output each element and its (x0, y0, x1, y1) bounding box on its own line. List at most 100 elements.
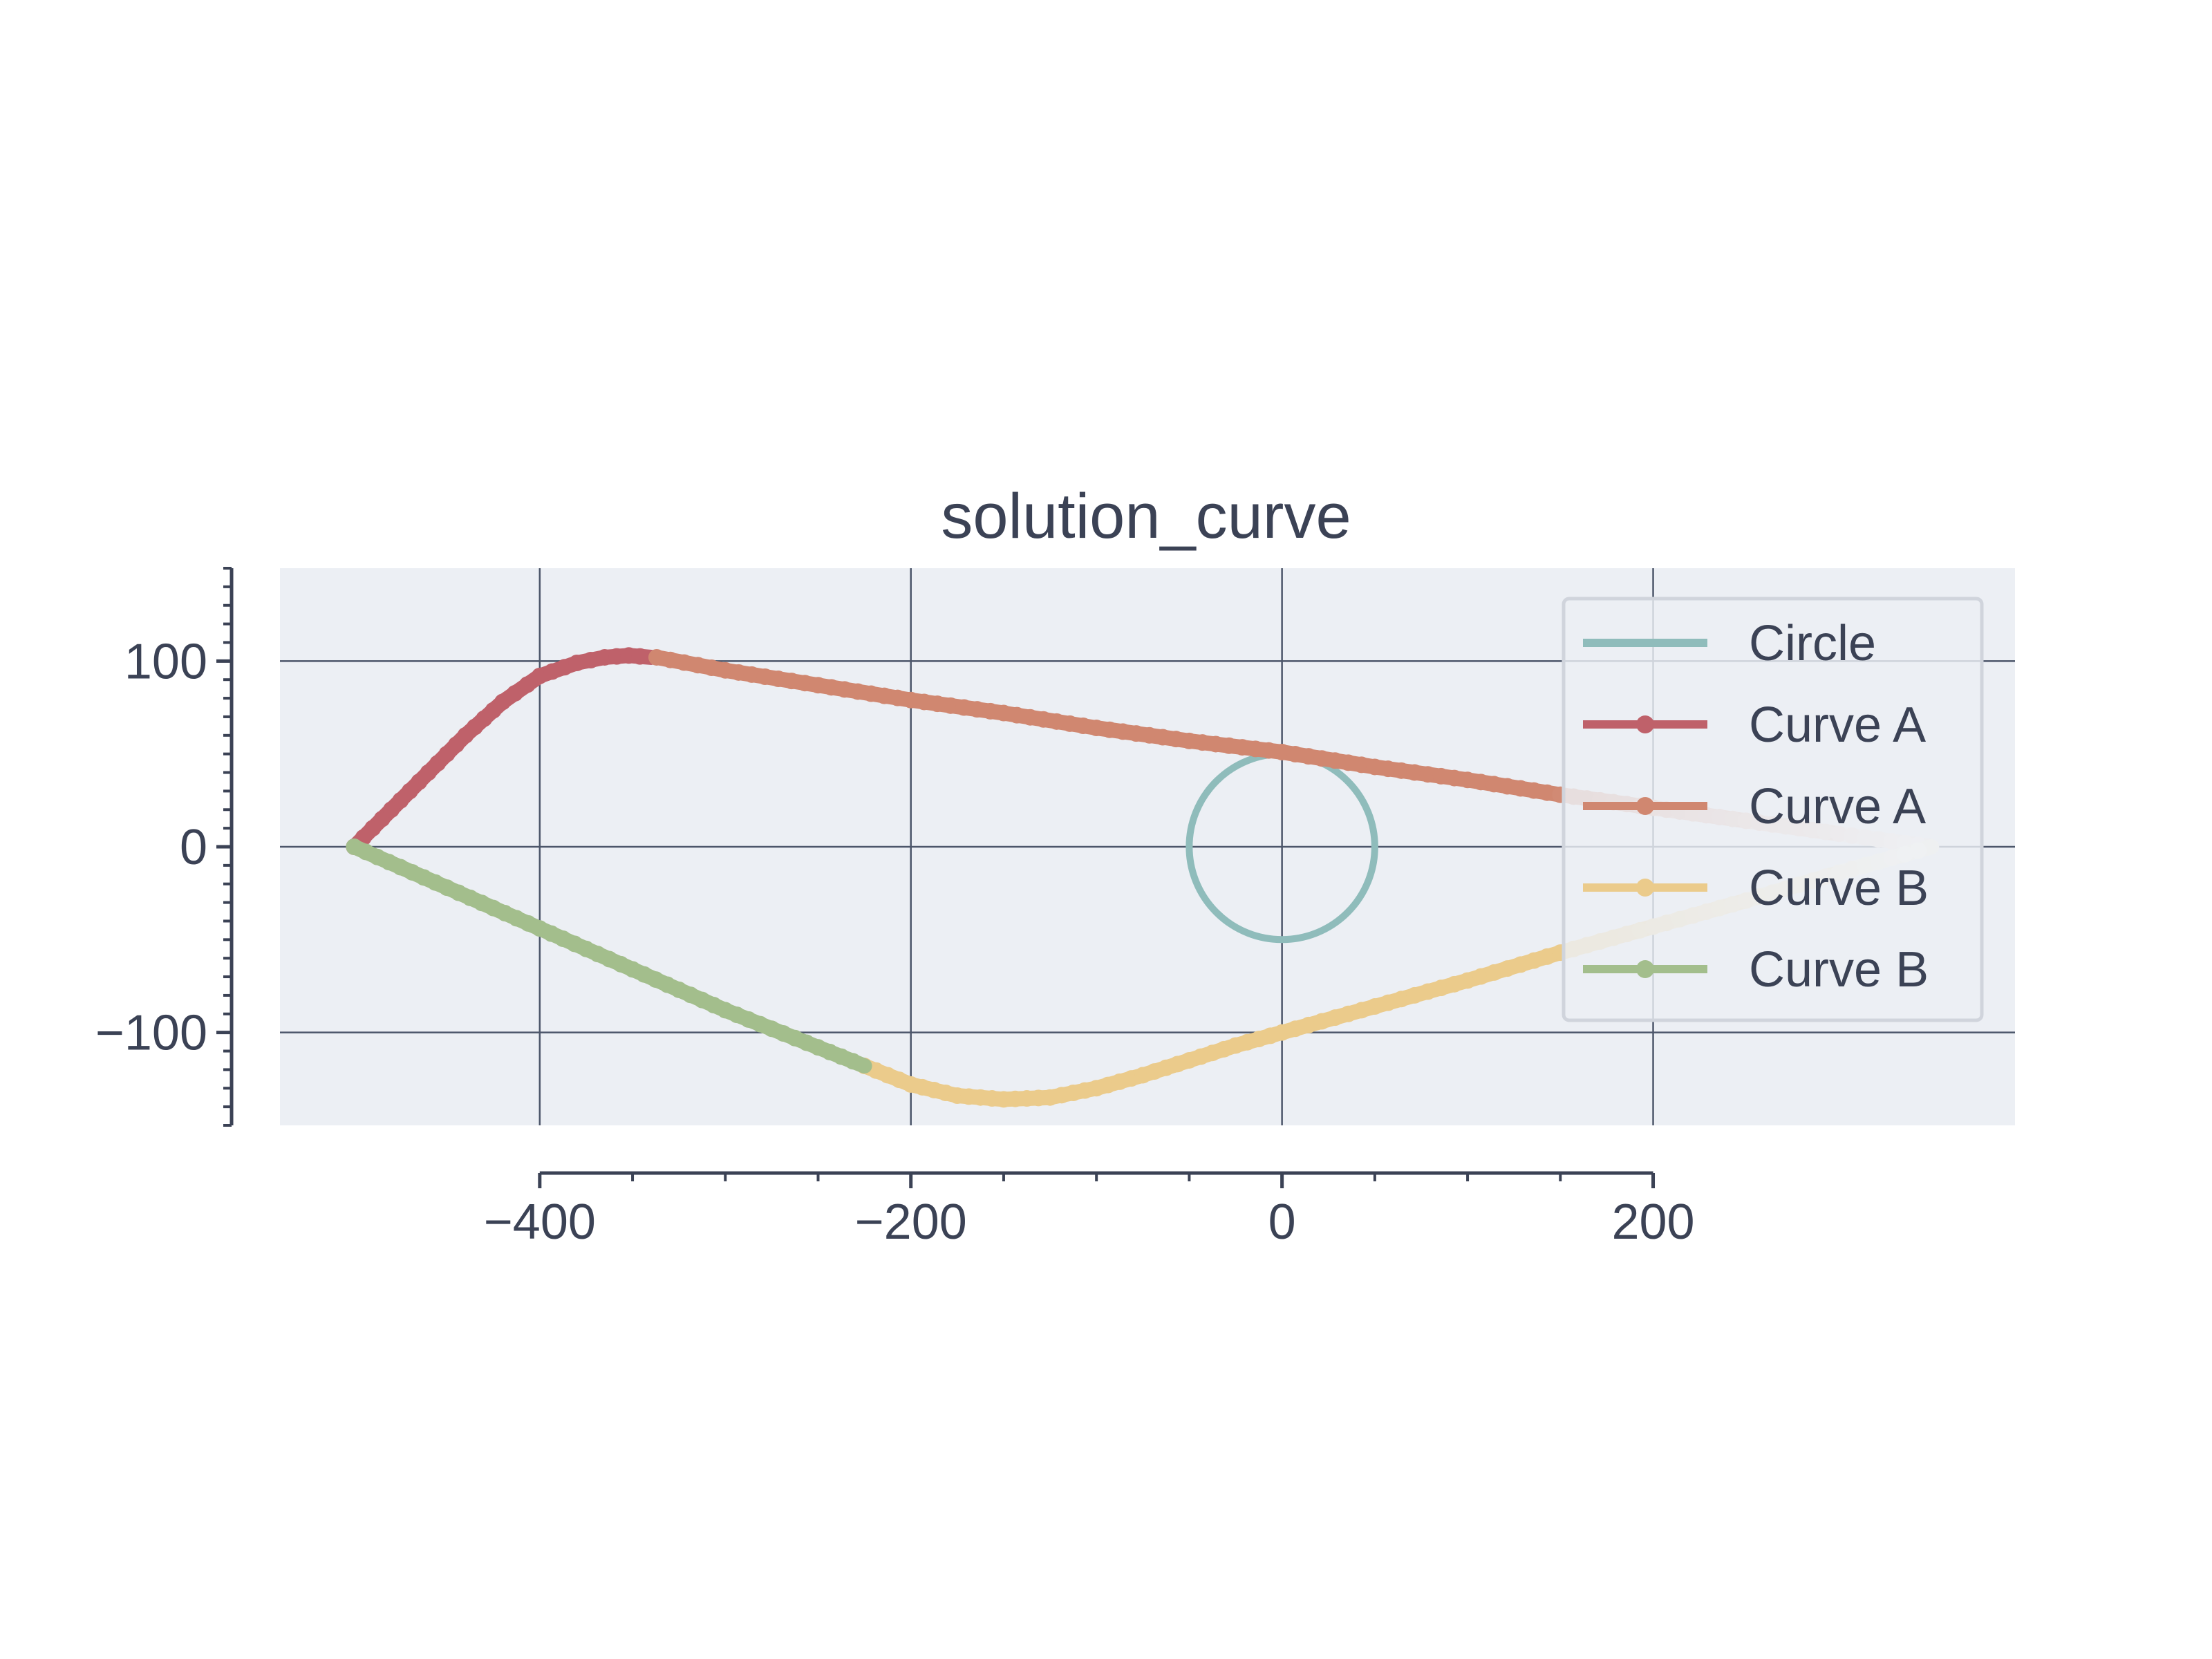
legend-item: Circle (1583, 616, 1876, 671)
series-marker (662, 651, 679, 668)
series-marker (942, 697, 959, 714)
series-marker (1194, 734, 1211, 751)
series-marker (1432, 767, 1450, 785)
series-marker (1234, 739, 1251, 756)
series-marker (1525, 782, 1542, 799)
series-marker (1327, 1009, 1344, 1027)
series-marker (850, 683, 867, 700)
series-marker (717, 662, 734, 679)
series-marker (995, 1091, 1012, 1108)
legend-swatch-marker (1636, 879, 1654, 897)
y-tick-label: 0 (180, 820, 207, 875)
series-marker (1154, 729, 1172, 746)
series-marker (1247, 740, 1264, 758)
series-marker (836, 681, 853, 698)
series-marker (507, 684, 524, 702)
series-marker (1006, 1090, 1024, 1107)
series-marker (703, 659, 720, 677)
legend-label: Curve A (1749, 697, 1926, 753)
legend-swatch-marker (1636, 960, 1654, 978)
series-marker (889, 689, 906, 706)
legend-item: Curve B (1583, 942, 1929, 997)
series-marker (796, 675, 814, 692)
legend-label: Curve B (1749, 861, 1929, 916)
series-marker (769, 671, 787, 688)
series-marker (809, 677, 827, 694)
series-marker (1406, 764, 1423, 781)
series-marker (1445, 975, 1463, 993)
series-marker (1393, 991, 1410, 1008)
series-marker (915, 693, 932, 711)
series-marker (494, 693, 512, 711)
series-marker (1009, 706, 1026, 724)
series-marker (1088, 720, 1105, 737)
legend-label: Curve A (1749, 779, 1926, 834)
series-marker (1539, 948, 1556, 965)
series-marker (1181, 732, 1198, 749)
series-marker (582, 651, 599, 668)
legend-item: Curve A (1583, 697, 1926, 753)
series-marker (902, 691, 919, 709)
series-marker (1340, 1005, 1357, 1022)
series-marker (1141, 727, 1158, 744)
series-marker (1022, 709, 1039, 726)
series-marker (1366, 758, 1383, 776)
series-marker (1419, 766, 1436, 783)
x-tick-label: 0 (1268, 1194, 1296, 1250)
legend: Circle Curve A Curve A Curve B Curve B (1562, 597, 1984, 1022)
series-marker (1445, 769, 1463, 787)
series-marker (783, 673, 800, 690)
series-marker (518, 676, 536, 693)
legend-swatch-marker (1636, 797, 1654, 815)
series-marker (1127, 725, 1145, 742)
legend-item: Curve A (1583, 779, 1926, 834)
series-marker (756, 668, 774, 685)
series-marker (1300, 1016, 1317, 1033)
series-marker (1340, 754, 1357, 771)
series-curve-b-4 (346, 838, 872, 1074)
series-marker (1048, 713, 1065, 730)
legend-label: Circle (1749, 616, 1876, 671)
chart-title: solution_curve (941, 481, 1351, 552)
series-marker (995, 704, 1012, 722)
y-tick-label: 100 (124, 634, 207, 689)
series-marker (1035, 711, 1052, 728)
series-marker (1419, 983, 1436, 1000)
series-marker (929, 695, 946, 713)
series-marker (1499, 778, 1516, 795)
series-marker (1380, 994, 1397, 1011)
series-marker (1018, 1090, 1035, 1107)
series-marker (1075, 717, 1092, 734)
series-marker (1260, 742, 1277, 759)
series-marker (1353, 1002, 1370, 1019)
series-marker (689, 657, 706, 674)
series-marker (844, 1053, 861, 1070)
series-marker (1393, 762, 1410, 779)
series-marker (730, 664, 747, 681)
series-marker (608, 648, 626, 665)
series-marker (823, 679, 840, 696)
x-tick-label: −200 (855, 1194, 967, 1250)
series-marker (1327, 752, 1344, 769)
series-marker (1300, 748, 1317, 765)
x-tick-label: 200 (1611, 1194, 1694, 1250)
series-marker (1286, 1020, 1304, 1038)
series-marker (968, 701, 986, 718)
series-curve-a-1 (346, 647, 659, 855)
y-tick-label: −100 (95, 1006, 207, 1061)
series-marker (1273, 1024, 1291, 1041)
series-marker (1168, 731, 1185, 748)
legend-label: Curve B (1749, 942, 1929, 997)
series-marker (1406, 986, 1423, 1004)
series-marker (1114, 723, 1132, 740)
series-marker (863, 685, 880, 702)
series-marker (1273, 743, 1291, 760)
series-marker (1472, 968, 1490, 985)
series-marker (1061, 715, 1078, 732)
series-marker (1313, 1013, 1331, 1030)
series-marker (1353, 756, 1370, 774)
series-marker (675, 654, 693, 671)
x-tick-label: −400 (484, 1194, 596, 1250)
series-marker (631, 648, 648, 665)
